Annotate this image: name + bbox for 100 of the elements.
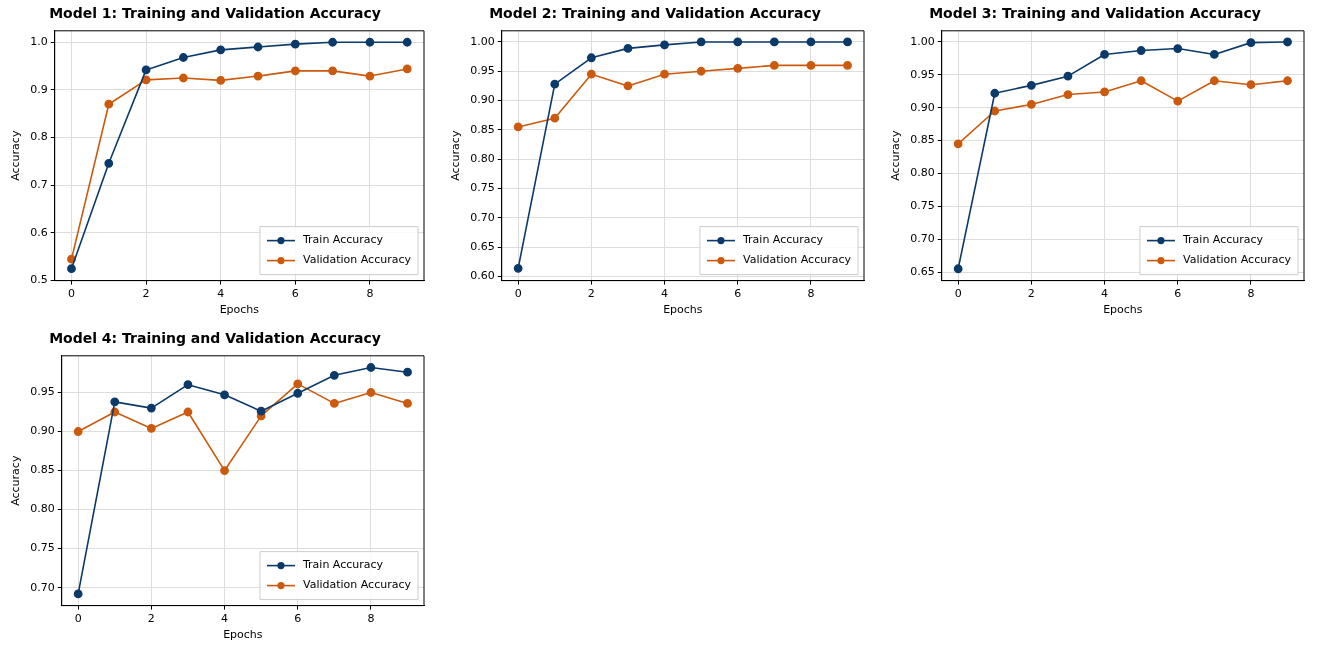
y-tick-label: 0.70 [470, 210, 495, 224]
y-tick-label: 0.95 [470, 64, 495, 78]
x-tick-label: 4 [217, 287, 225, 301]
y-tick-label: 0.7 [30, 178, 48, 192]
point [141, 65, 151, 75]
point [623, 81, 633, 91]
x-tick-label: 6 [291, 287, 299, 301]
y-tick-label: 0.70 [910, 232, 935, 246]
y-tick-label: 0.75 [910, 199, 935, 213]
point [328, 37, 338, 47]
y-tick-label: 0.90 [30, 424, 55, 438]
y-axis-title: Accuracy [449, 130, 463, 181]
y-axis-title: Accuracy [9, 130, 23, 181]
point [293, 379, 303, 389]
legend-label: Validation Accuracy [302, 253, 412, 267]
point [290, 39, 300, 49]
point [953, 264, 963, 274]
point [1136, 76, 1146, 86]
y-tick-label: 0.90 [910, 100, 935, 114]
legend-label: Train Accuracy [1181, 233, 1264, 247]
y-tick-label: 0.65 [910, 264, 935, 278]
x-axis-title: Epochs [223, 628, 263, 642]
x-tick-label: 4 [221, 612, 229, 626]
x-tick-label: 8 [367, 612, 375, 626]
x-tick-label: 2 [142, 287, 150, 301]
point [1026, 100, 1036, 109]
point [328, 66, 338, 76]
point [806, 61, 816, 70]
point [586, 69, 596, 79]
y-tick-label: 0.8 [30, 130, 48, 144]
x-tick-label: 6 [734, 287, 742, 301]
point [216, 45, 226, 55]
x-tick-label: 6 [294, 612, 302, 626]
point [1209, 50, 1219, 59]
point [104, 158, 114, 168]
y-tick-label: 0.9 [30, 82, 48, 96]
y-tick-label: 0.80 [30, 502, 55, 516]
point [220, 390, 229, 400]
legend-label: Train Accuracy [301, 558, 384, 572]
point [1026, 80, 1036, 90]
x-axis-title: Epochs [663, 303, 703, 317]
point [365, 71, 375, 81]
y-tick-label: 0.60 [470, 269, 495, 283]
point [1136, 46, 1146, 55]
x-tick-label: 2 [1027, 287, 1035, 301]
y-axis-title: Accuracy [889, 130, 903, 181]
y-tick-label: 0.95 [30, 385, 55, 399]
y-axis-title: Accuracy [9, 455, 23, 506]
point [806, 37, 816, 47]
x-tick-label: 4 [661, 287, 669, 301]
legend-label: Validation Accuracy [742, 253, 852, 267]
point [733, 37, 743, 47]
point [104, 99, 114, 109]
point [146, 424, 156, 433]
y-tick-label: 0.95 [910, 67, 935, 81]
point [110, 397, 120, 407]
x-tick-label: 8 [366, 287, 374, 301]
point [843, 37, 852, 47]
x-tick-label: 0 [67, 287, 75, 301]
chart-title: Model 4: Training and Validation Accuracy [49, 330, 381, 347]
point [403, 399, 412, 408]
point [513, 263, 523, 273]
point [1100, 50, 1109, 59]
x-tick-label: 2 [147, 612, 155, 626]
y-tick-label: 0.80 [470, 152, 495, 166]
x-tick-label: 0 [514, 287, 522, 301]
y-tick-label: 0.85 [30, 463, 55, 477]
x-tick-label: 8 [807, 287, 815, 301]
y-tick-label: 0.70 [30, 580, 55, 594]
point [1209, 76, 1219, 86]
y-tick-label: 0.85 [910, 133, 935, 147]
x-tick-label: 0 [954, 287, 962, 301]
point [660, 69, 669, 79]
point [1063, 90, 1073, 99]
point [990, 88, 1000, 98]
point [1173, 44, 1183, 53]
point [402, 37, 412, 47]
point [550, 113, 560, 123]
point [513, 122, 523, 132]
legend-label: Train Accuracy [741, 233, 824, 247]
point [329, 399, 339, 408]
point [67, 264, 76, 274]
y-tick-label: 0.65 [470, 240, 495, 254]
point [365, 37, 375, 47]
point [146, 403, 156, 413]
point [953, 139, 963, 149]
point [1246, 80, 1256, 90]
point [183, 380, 193, 390]
point [253, 71, 263, 81]
point [1063, 71, 1073, 81]
y-tick-label: 1.0 [30, 35, 48, 49]
y-tick-label: 1.00 [470, 34, 495, 48]
point [73, 589, 83, 599]
point [183, 407, 193, 417]
point [1173, 96, 1183, 106]
y-tick-label: 0.75 [470, 181, 495, 195]
x-axis-title: Epochs [1103, 303, 1143, 317]
point [403, 367, 412, 377]
chart-title: Model 1: Training and Validation Accuracy [49, 5, 381, 22]
chart-title: Model 3: Training and Validation Accuracy [929, 5, 1261, 22]
